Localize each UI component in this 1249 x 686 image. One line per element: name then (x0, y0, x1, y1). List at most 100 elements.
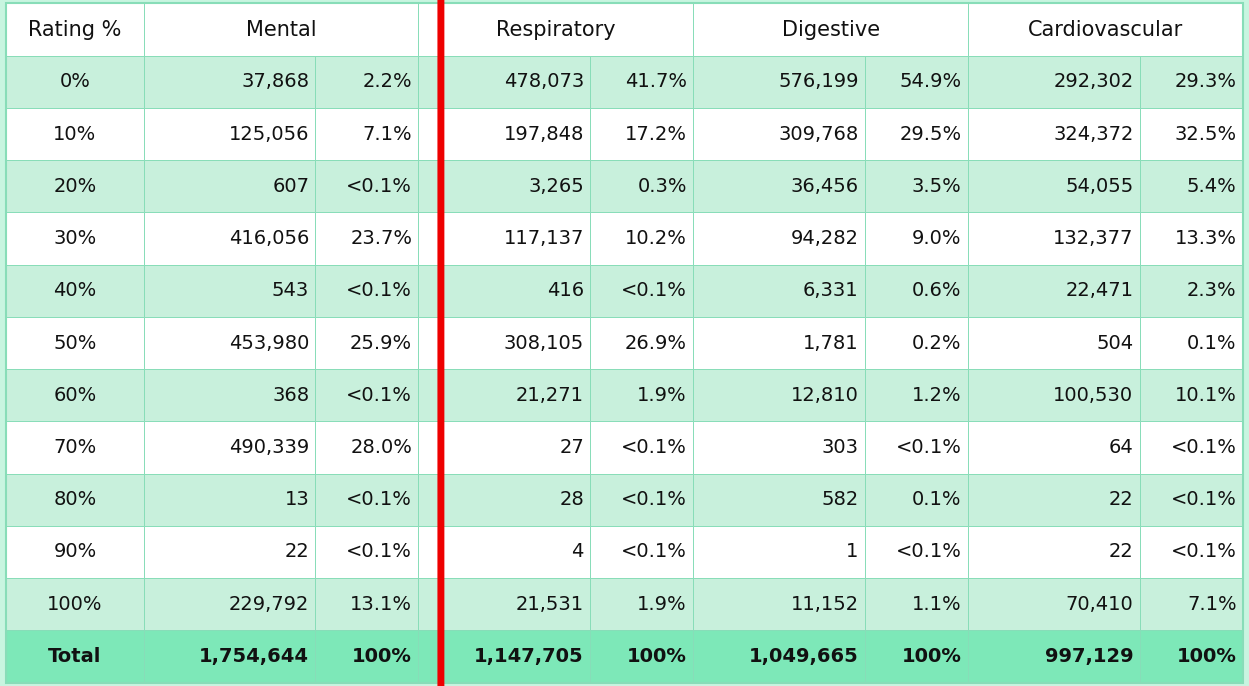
Text: <0.1%: <0.1% (346, 281, 412, 300)
Bar (864, 160, 968, 213)
Bar (315, 265, 418, 317)
Text: <0.1%: <0.1% (1170, 438, 1237, 457)
Text: 100%: 100% (627, 647, 687, 666)
Bar (6, 213, 144, 265)
Text: <0.1%: <0.1% (621, 543, 687, 561)
Bar (968, 369, 1139, 421)
Text: 100%: 100% (902, 647, 962, 666)
Text: 41.7%: 41.7% (624, 72, 687, 91)
Bar (315, 369, 418, 421)
Text: 1,049,665: 1,049,665 (749, 647, 858, 666)
Text: 292,302: 292,302 (1053, 72, 1133, 91)
Bar (693, 3, 968, 56)
Bar (6, 160, 144, 213)
Bar (693, 369, 864, 421)
Bar (418, 56, 590, 108)
Bar (1139, 317, 1243, 369)
Bar (1139, 213, 1243, 265)
Bar (418, 473, 590, 526)
Text: Rating %: Rating % (29, 19, 121, 40)
Bar (693, 265, 864, 317)
Text: 12,810: 12,810 (791, 386, 858, 405)
Bar (968, 213, 1139, 265)
Text: 54.9%: 54.9% (899, 72, 962, 91)
Text: 6,331: 6,331 (803, 281, 858, 300)
Bar (6, 317, 144, 369)
Bar (968, 265, 1139, 317)
Bar (693, 108, 864, 160)
Bar (6, 473, 144, 526)
Bar (144, 213, 316, 265)
Bar (315, 630, 418, 683)
Bar (968, 317, 1139, 369)
Bar (864, 421, 968, 473)
Text: 1: 1 (847, 543, 858, 561)
Text: 10.2%: 10.2% (624, 229, 687, 248)
Text: 100,530: 100,530 (1053, 386, 1133, 405)
Bar (144, 3, 418, 56)
Bar (968, 56, 1139, 108)
Text: 1.9%: 1.9% (637, 595, 687, 614)
Text: <0.1%: <0.1% (346, 177, 412, 196)
Bar (968, 421, 1139, 473)
Text: 1.9%: 1.9% (637, 386, 687, 405)
Text: 0%: 0% (60, 72, 90, 91)
Bar (968, 108, 1139, 160)
Bar (590, 578, 693, 630)
Bar (1139, 421, 1243, 473)
Text: <0.1%: <0.1% (1170, 543, 1237, 561)
Bar (144, 630, 316, 683)
Bar (418, 108, 590, 160)
Text: 607: 607 (272, 177, 309, 196)
Bar (144, 421, 316, 473)
Text: 3,265: 3,265 (528, 177, 583, 196)
Text: 132,377: 132,377 (1053, 229, 1133, 248)
Bar (590, 317, 693, 369)
Text: 453,980: 453,980 (229, 333, 309, 353)
Bar (315, 213, 418, 265)
Text: 4: 4 (572, 543, 583, 561)
Bar (6, 56, 144, 108)
Bar (693, 473, 864, 526)
Text: 997,129: 997,129 (1045, 647, 1133, 666)
Text: 0.6%: 0.6% (912, 281, 962, 300)
Text: Respiratory: Respiratory (496, 19, 616, 40)
Text: <0.1%: <0.1% (896, 543, 962, 561)
Bar (968, 578, 1139, 630)
Text: <0.1%: <0.1% (346, 490, 412, 509)
Bar (590, 265, 693, 317)
Text: 90%: 90% (54, 543, 96, 561)
Bar (1139, 369, 1243, 421)
Bar (968, 526, 1139, 578)
Text: 28: 28 (560, 490, 583, 509)
Bar (864, 369, 968, 421)
Bar (315, 108, 418, 160)
Bar (864, 56, 968, 108)
Bar (590, 526, 693, 578)
Bar (6, 630, 144, 683)
Bar (693, 160, 864, 213)
Text: 32.5%: 32.5% (1174, 125, 1237, 143)
Text: 13.1%: 13.1% (350, 595, 412, 614)
Bar (144, 526, 316, 578)
Bar (418, 265, 590, 317)
Text: 40%: 40% (54, 281, 96, 300)
Bar (144, 56, 316, 108)
Text: 303: 303 (822, 438, 858, 457)
Text: <0.1%: <0.1% (896, 438, 962, 457)
Text: Digestive: Digestive (782, 19, 879, 40)
Bar (590, 213, 693, 265)
Bar (6, 369, 144, 421)
Bar (864, 108, 968, 160)
Text: 28.0%: 28.0% (350, 438, 412, 457)
Bar (864, 213, 968, 265)
Text: 26.9%: 26.9% (624, 333, 687, 353)
Text: 1.1%: 1.1% (912, 595, 962, 614)
Text: Mental: Mental (246, 19, 316, 40)
Bar (144, 160, 316, 213)
Bar (590, 421, 693, 473)
Bar (418, 526, 590, 578)
Text: 478,073: 478,073 (503, 72, 583, 91)
Text: 10%: 10% (54, 125, 96, 143)
Text: 13: 13 (285, 490, 309, 509)
